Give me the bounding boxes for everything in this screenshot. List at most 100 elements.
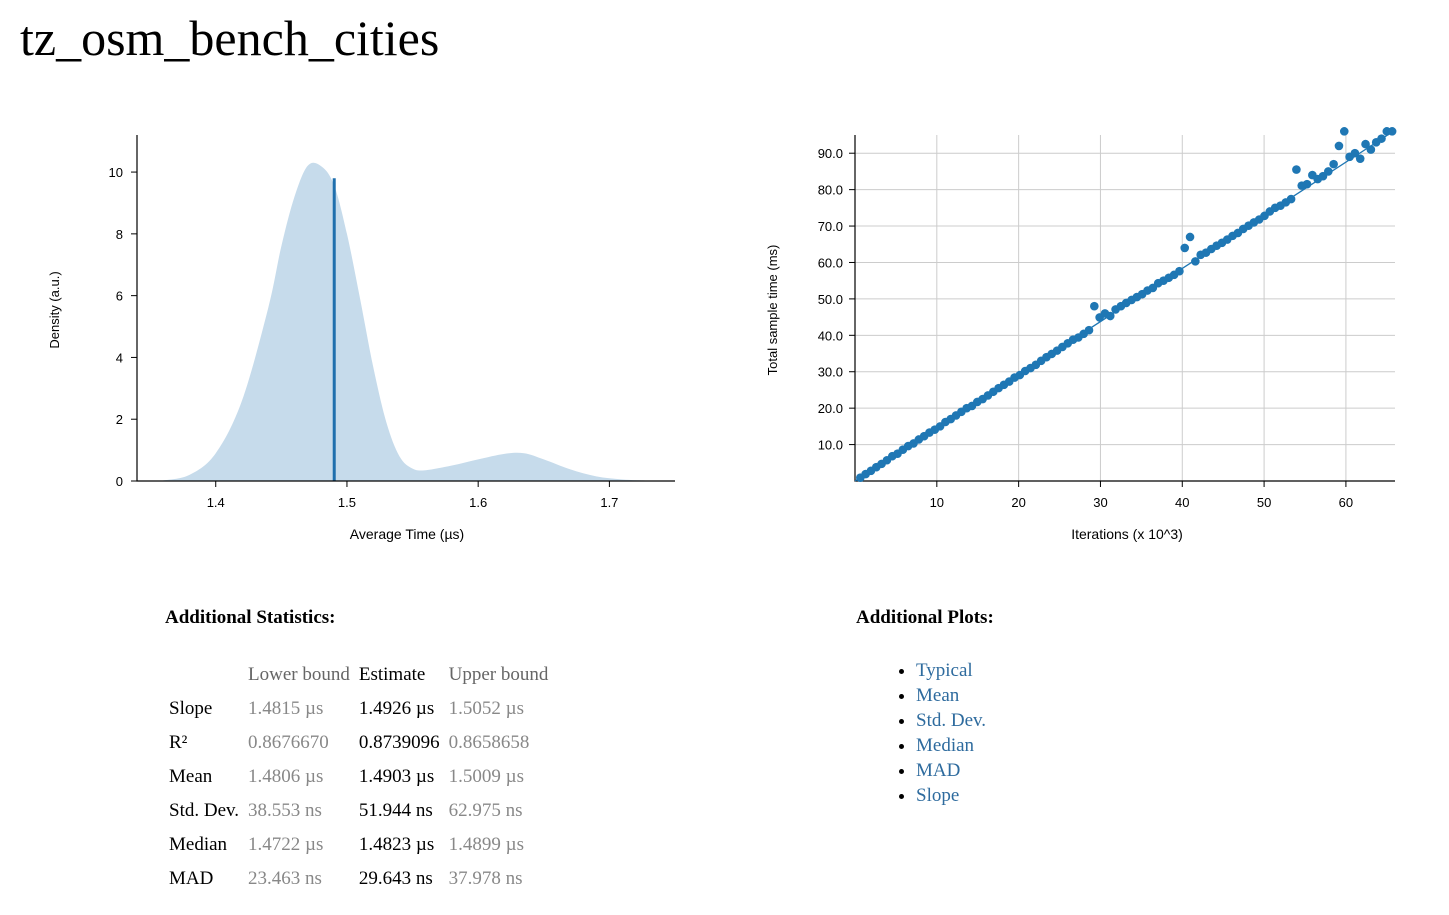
regression-x-tick-label: 60: [1339, 495, 1353, 510]
plot-link-median[interactable]: Median: [916, 735, 975, 756]
sample-point: [1084, 325, 1094, 335]
regression-y-tick-label: 60.0: [818, 255, 843, 270]
plot-link-typical[interactable]: Typical: [916, 660, 973, 681]
sample-point: [1286, 194, 1296, 204]
pdf-x-tick-label: 1.6: [469, 495, 487, 510]
list-item: Typical: [916, 658, 986, 683]
lower-value: 1.4722 µs: [248, 834, 324, 855]
sample-point: [1334, 141, 1344, 151]
estimate-value: 1.4903 µs: [358, 766, 435, 787]
upper-value: 62.975 ns: [448, 800, 523, 821]
regression-y-tick-label: 80.0: [818, 183, 843, 198]
sample-point: [1090, 301, 1099, 311]
pdf-x-tick-label: 1.7: [600, 495, 618, 510]
row-label: Slope: [169, 698, 213, 719]
upper-value: 1.4899 µs: [448, 834, 524, 855]
pdf-xlabel: Average Time (µs): [350, 526, 464, 542]
col-upper-bound: Upper bound: [448, 664, 549, 685]
list-item: MAD: [916, 758, 986, 783]
table-row: Slope 1.4815 µs 1.4926 µs 1.5052 µs: [165, 692, 553, 726]
list-item: Slope: [916, 783, 986, 808]
pdf-y-tick-label: 10: [109, 165, 123, 180]
col-label: [165, 658, 244, 692]
table-row: MAD 23.463 ns 29.643 ns 37.978 ns: [165, 862, 553, 896]
sample-point: [1191, 257, 1200, 266]
regression-y-tick-label: 70.0: [818, 219, 843, 234]
regression-x-tick-label: 50: [1257, 495, 1271, 510]
pdf-ylabel: Density (a.u.): [47, 271, 62, 348]
plot-link-slope[interactable]: Slope: [916, 785, 960, 806]
regression-xlabel: Iterations (x 10^3): [1071, 526, 1183, 542]
sample-point: [1302, 179, 1312, 189]
list-item: Median: [916, 733, 986, 758]
estimate-value: 51.944 ns: [358, 800, 433, 821]
table-row: R² 0.8676670 0.8739096 0.8658658: [165, 726, 553, 760]
lower-value: 38.553 ns: [248, 800, 322, 821]
pdf-y-tick-label: 0: [116, 474, 123, 489]
additional-plots-list: Typical Mean Std. Dev. Median MAD Slope: [876, 658, 986, 808]
sample-point: [1366, 145, 1376, 154]
regression-x-tick-label: 40: [1175, 495, 1189, 510]
table-row: Std. Dev. 38.553 ns 51.944 ns 62.975 ns: [165, 794, 553, 828]
regression-y-tick-label: 40.0: [818, 328, 843, 343]
sample-point: [1329, 159, 1338, 169]
plot-link-mean[interactable]: Mean: [916, 685, 960, 706]
row-label: Median: [169, 834, 228, 855]
pdf-y-tick-label: 6: [116, 289, 123, 304]
sample-point: [1185, 232, 1195, 242]
pdf-x-tick-label: 1.4: [207, 495, 225, 510]
density-area: [163, 162, 649, 481]
sample-point: [1387, 127, 1397, 136]
regression-y-tick-label: 50.0: [818, 292, 843, 307]
sample-point: [1377, 134, 1386, 143]
regression-y-tick-label: 90.0: [818, 146, 843, 161]
sample-point: [1361, 139, 1370, 149]
regression-y-tick-label: 10.0: [818, 438, 843, 453]
list-item: Mean: [916, 683, 986, 708]
upper-value: 1.5052 µs: [448, 698, 524, 719]
pdf-y-tick-label: 2: [116, 412, 123, 427]
row-label: R²: [169, 732, 188, 753]
stats-header-row: Lower bound Estimate Upper bound: [165, 658, 553, 692]
pdf-x-tick-label: 1.5: [338, 495, 356, 510]
sample-point: [1339, 127, 1349, 136]
row-label: Std. Dev.: [169, 800, 240, 821]
estimate-value: 1.4823 µs: [358, 834, 435, 855]
table-row: Mean 1.4806 µs 1.4903 µs 1.5009 µs: [165, 760, 553, 794]
upper-value: 37.978 ns: [448, 868, 523, 889]
sample-point: [1355, 154, 1365, 163]
col-estimate: Estimate: [358, 664, 426, 685]
page-title: tz_osm_bench_cities: [20, 10, 440, 66]
regression-ylabel: Total sample time (ms): [765, 245, 780, 376]
row-label: MAD: [169, 868, 214, 889]
regression-y-tick-label: 20.0: [818, 401, 843, 416]
sample-point: [1105, 311, 1115, 321]
pdf-chart: 1.4 1.5 1.6 1.7 0 2 4 6 8 10 Average Time (µs) D…: [47, 135, 675, 542]
list-item: Std. Dev.: [916, 708, 986, 733]
estimate-value: 1.4926 µs: [358, 698, 435, 719]
pdf-y-tick-label: 8: [116, 227, 123, 242]
plot-link-mad[interactable]: MAD: [916, 760, 961, 781]
lower-value: 1.4815 µs: [248, 698, 324, 719]
regression-y-tick-label: 30.0: [818, 365, 843, 380]
regression-x-tick-label: 20: [1011, 495, 1025, 510]
estimate-value: 0.8739096: [358, 732, 440, 753]
col-lower-bound: Lower bound: [248, 664, 350, 685]
sample-point: [1175, 266, 1184, 276]
lower-value: 23.463 ns: [248, 868, 322, 889]
sample-point: [1324, 167, 1333, 176]
table-row: Median 1.4722 µs 1.4823 µs 1.4899 µs: [165, 828, 553, 862]
sample-point: [1292, 165, 1301, 174]
sample-point: [1180, 243, 1190, 253]
regression-chart: 10 20 30 40 50 60 10.0 20.0 30.0 40.0 50.0 60.0 70.…: [765, 127, 1397, 542]
upper-value: 0.8658658: [448, 732, 530, 753]
lower-value: 1.4806 µs: [248, 766, 324, 787]
lower-value: 0.8676670: [248, 732, 329, 753]
estimate-value: 29.643 ns: [358, 868, 433, 889]
plot-link-std-dev[interactable]: Std. Dev.: [916, 710, 987, 731]
stats-heading: Additional Statistics:: [165, 607, 336, 628]
regression-x-tick-label: 30: [1093, 495, 1107, 510]
stats-table: Lower bound Estimate Upper bound Slope 1…: [165, 658, 553, 896]
pdf-axis-lines: [136, 135, 675, 482]
regression-x-tick-label: 10: [930, 495, 944, 510]
